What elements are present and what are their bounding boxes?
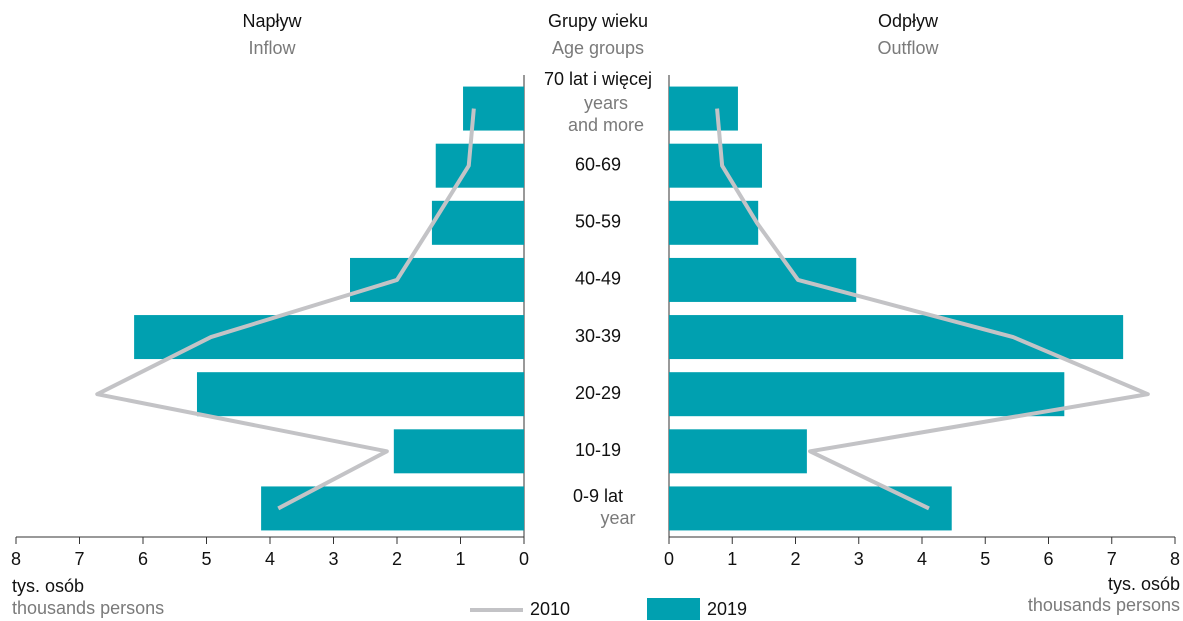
x-tick-label: 0 (519, 549, 529, 569)
category-note: years (584, 93, 628, 113)
axis-label: tys. osób (1108, 574, 1180, 594)
category-label: 60-69 (575, 154, 621, 174)
x-tick-label: 8 (1170, 549, 1180, 569)
category-note: and more (568, 115, 644, 135)
x-tick-label: 7 (74, 549, 84, 569)
panel-title: Odpływ (878, 11, 939, 31)
bar (669, 486, 952, 531)
x-tick-label: 4 (917, 549, 927, 569)
x-tick-label: 1 (727, 549, 737, 569)
panel-subtitle: Inflow (248, 38, 296, 58)
bar (669, 86, 738, 131)
x-tick-label: 3 (854, 549, 864, 569)
center-title: Grupy wieku (548, 11, 648, 31)
category-label: 70 lat i więcej (544, 69, 652, 89)
center-subtitle: Age groups (552, 38, 644, 58)
category-label: 20-29 (575, 383, 621, 403)
bar (134, 315, 525, 360)
line (715, 108, 1150, 511)
bar (669, 372, 1065, 417)
x-tick-label: 6 (138, 549, 148, 569)
x-tick-label: 2 (392, 549, 402, 569)
axis-label: tys. osób (12, 576, 84, 596)
x-tick-label: 8 (11, 549, 21, 569)
bar (669, 257, 857, 302)
x-tick-label: 7 (1107, 549, 1117, 569)
x-tick-label: 5 (980, 549, 990, 569)
panel-subtitle: Outflow (877, 38, 939, 58)
category-label: 40-49 (575, 269, 621, 289)
x-tick-label: 2 (790, 549, 800, 569)
category-note: year (600, 508, 635, 528)
axis-label: thousands persons (12, 598, 164, 618)
bar (669, 143, 762, 188)
bar (393, 429, 524, 474)
x-tick-label: 1 (455, 549, 465, 569)
bar (431, 200, 524, 245)
panel-title: Napływ (242, 11, 302, 31)
legend-label: 2019 (707, 599, 747, 619)
category-label: 10-19 (575, 440, 621, 460)
bar (261, 486, 524, 531)
axis-label: thousands persons (1028, 595, 1180, 615)
bar (669, 315, 1124, 360)
bar (669, 429, 807, 474)
x-tick-label: 5 (201, 549, 211, 569)
line (95, 108, 476, 511)
x-tick-label: 0 (664, 549, 674, 569)
legend-swatch (647, 598, 700, 620)
bar (435, 143, 524, 188)
category-label: 30-39 (575, 326, 621, 346)
category-label: 0-9 lat (573, 486, 623, 506)
category-label: 50-59 (575, 212, 621, 232)
x-tick-label: 3 (328, 549, 338, 569)
x-tick-label: 6 (1043, 549, 1053, 569)
x-tick-label: 4 (265, 549, 275, 569)
bar (669, 200, 759, 245)
bar (196, 372, 524, 417)
bar (350, 257, 524, 302)
legend-label: 2010 (530, 599, 570, 619)
